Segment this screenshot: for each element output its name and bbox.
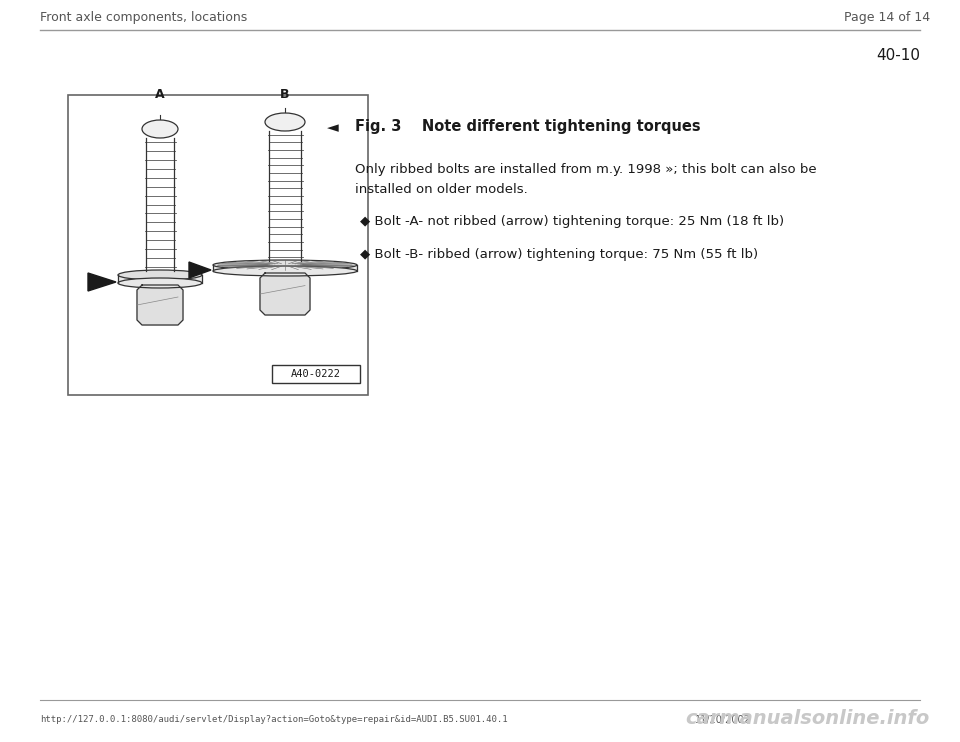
Text: ◄: ◄ xyxy=(327,120,339,136)
Ellipse shape xyxy=(265,113,305,131)
Polygon shape xyxy=(137,285,183,325)
Ellipse shape xyxy=(213,260,357,270)
Polygon shape xyxy=(118,275,202,283)
Bar xyxy=(272,365,360,383)
Ellipse shape xyxy=(142,120,178,138)
Ellipse shape xyxy=(213,266,357,276)
Text: Only ribbed bolts are installed from m.y. 1998 »; this bolt can also be: Only ribbed bolts are installed from m.y… xyxy=(355,163,817,176)
Text: http://127.0.0.1:8080/audi/servlet/Display?action=Goto&type=repair&id=AUDI.B5.SU: http://127.0.0.1:8080/audi/servlet/Displ… xyxy=(40,715,508,724)
Text: A40-0222: A40-0222 xyxy=(291,369,341,379)
Text: Fig. 3    Note different tightening torques: Fig. 3 Note different tightening torques xyxy=(355,119,701,134)
Bar xyxy=(68,95,368,395)
Text: Page 14 of 14: Page 14 of 14 xyxy=(844,11,930,24)
Text: Front axle components, locations: Front axle components, locations xyxy=(40,11,248,24)
Polygon shape xyxy=(88,273,116,291)
Text: ◆ Bolt -B- ribbed (arrow) tightening torque: 75 Nm (55 ft lb): ◆ Bolt -B- ribbed (arrow) tightening tor… xyxy=(360,248,758,261)
Text: carmanualsonline.info: carmanualsonline.info xyxy=(685,709,930,727)
Text: A: A xyxy=(156,88,165,102)
Text: 11/20/2002: 11/20/2002 xyxy=(695,715,751,725)
Text: installed on older models.: installed on older models. xyxy=(355,183,528,196)
Polygon shape xyxy=(260,273,310,315)
Ellipse shape xyxy=(118,270,202,280)
Ellipse shape xyxy=(118,278,202,288)
Text: ◆ Bolt -A- not ribbed (arrow) tightening torque: 25 Nm (18 ft lb): ◆ Bolt -A- not ribbed (arrow) tightening… xyxy=(360,215,784,228)
Text: B: B xyxy=(280,88,290,102)
Polygon shape xyxy=(189,262,211,278)
Polygon shape xyxy=(213,265,357,271)
Text: 40-10: 40-10 xyxy=(876,47,920,62)
